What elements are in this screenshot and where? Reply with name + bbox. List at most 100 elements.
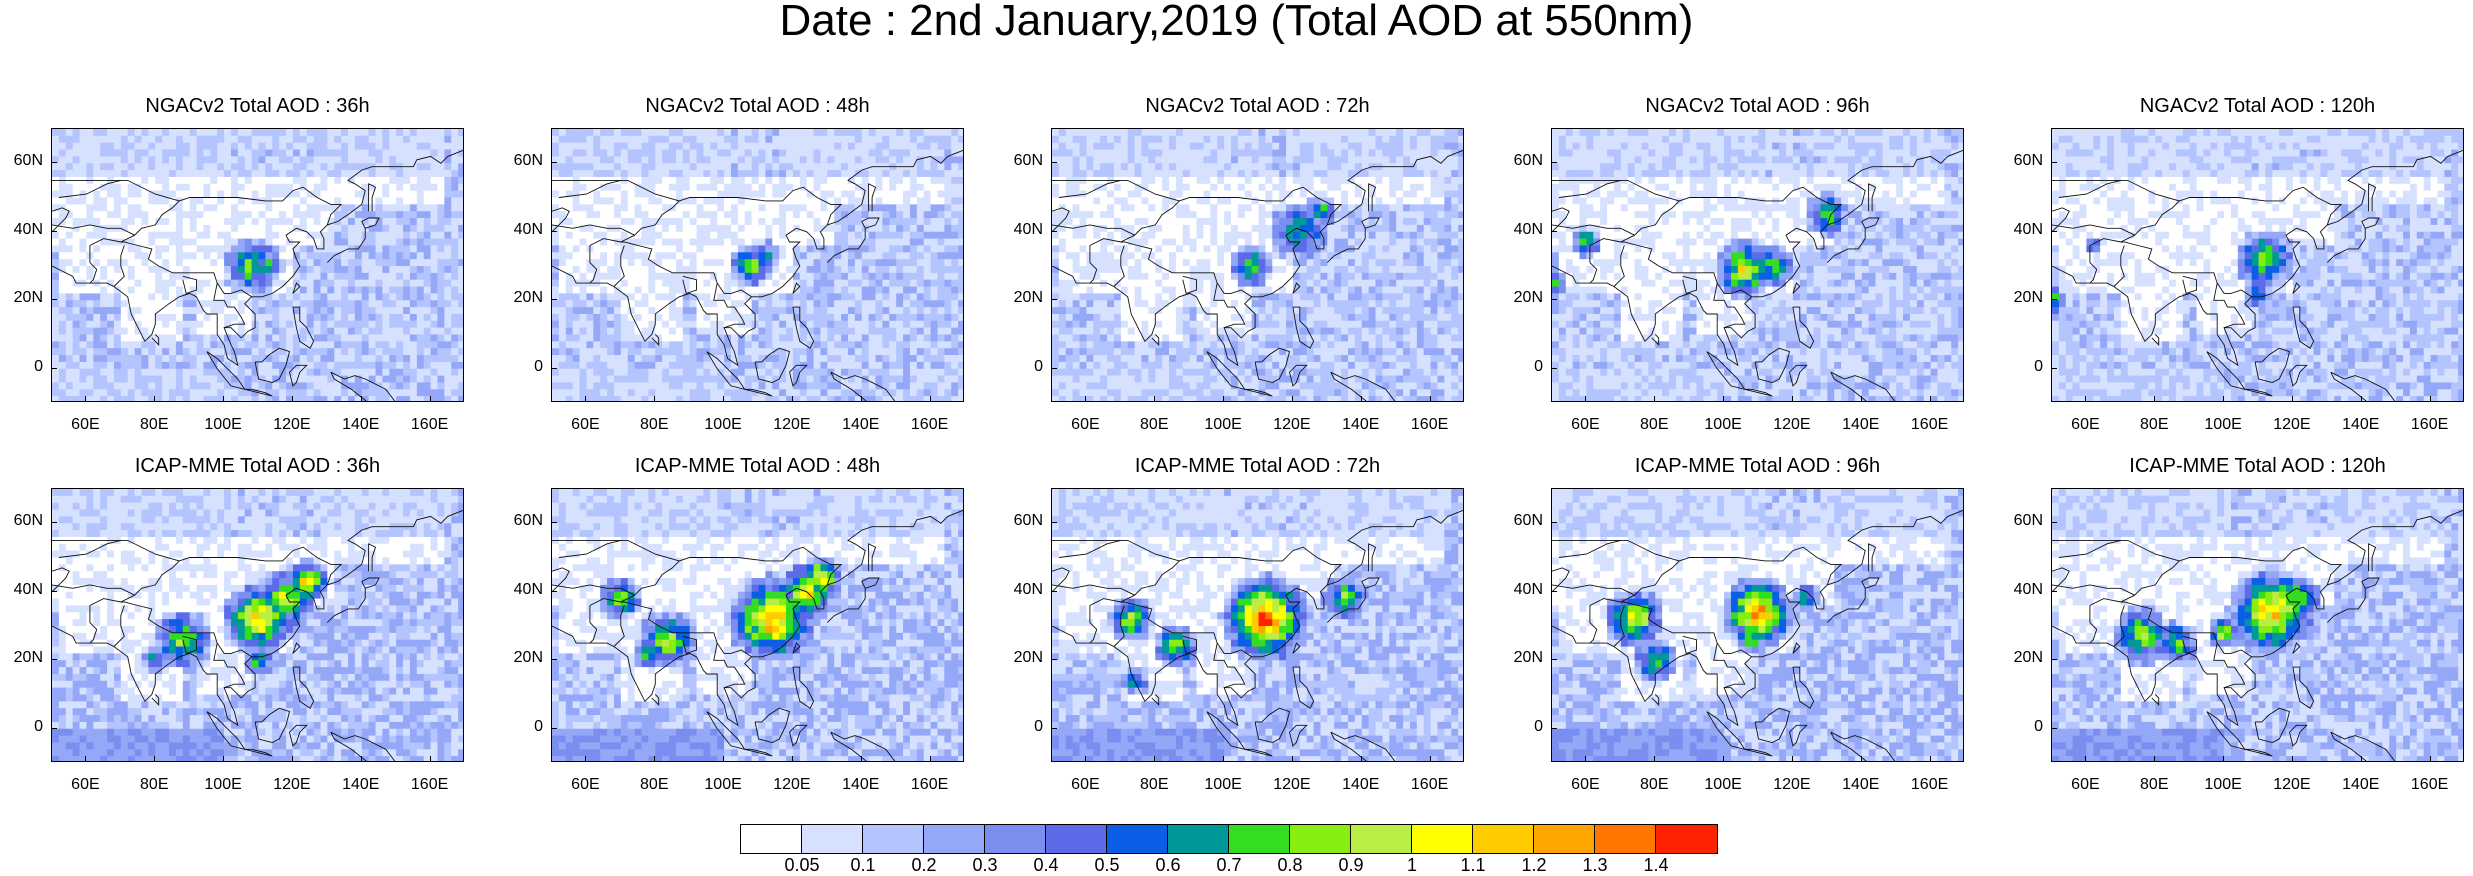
y-tick-label: 40N xyxy=(1014,221,1043,239)
y-tick-label: 60N xyxy=(1514,152,1543,170)
aod-field xyxy=(52,129,464,402)
y-tick-mark xyxy=(1551,231,1557,232)
x-tick-mark xyxy=(2430,756,2431,762)
x-tick-label: 160E xyxy=(1910,776,1950,794)
x-tick-mark xyxy=(861,756,862,762)
y-tick-mark xyxy=(1051,299,1057,300)
x-tick-label: 60E xyxy=(565,416,605,434)
colorbar-swatch xyxy=(1412,825,1473,853)
x-tick-mark xyxy=(85,756,86,762)
y-tick-mark xyxy=(51,591,57,592)
panel-title: ICAP-MME Total AOD : 120h xyxy=(2051,455,2464,478)
x-tick-label: 60E xyxy=(65,776,105,794)
x-tick-label: 140E xyxy=(2341,416,2381,434)
aod-field xyxy=(552,489,964,762)
x-tick-mark xyxy=(1292,756,1293,762)
x-tick-mark xyxy=(430,396,431,402)
y-tick-label: 40N xyxy=(1514,221,1543,239)
x-tick-mark xyxy=(585,756,586,762)
colorbar-swatch xyxy=(863,825,924,853)
x-tick-label: 120E xyxy=(772,776,812,794)
y-tick-label: 20N xyxy=(1014,649,1043,667)
x-tick-label: 140E xyxy=(2341,776,2381,794)
panel-title: ICAP-MME Total AOD : 72h xyxy=(1051,455,1464,478)
panel-title: ICAP-MME Total AOD : 36h xyxy=(51,455,464,478)
x-tick-label: 60E xyxy=(1065,416,1105,434)
aod-map xyxy=(2051,128,2464,402)
panel-title: ICAP-MME Total AOD : 96h xyxy=(1551,455,1964,478)
aod-map xyxy=(1551,488,1964,762)
x-tick-label: 160E xyxy=(2410,416,2450,434)
x-tick-mark xyxy=(2085,396,2086,402)
x-tick-mark xyxy=(1585,396,1586,402)
x-tick-label: 140E xyxy=(1341,776,1381,794)
y-tick-label: 60N xyxy=(2014,152,2043,170)
y-tick-label: 0 xyxy=(1534,718,1543,736)
x-tick-mark xyxy=(154,756,155,762)
x-tick-mark xyxy=(1154,756,1155,762)
aod-field xyxy=(2052,129,2464,402)
y-tick-label: 40N xyxy=(2014,581,2043,599)
x-tick-label: 100E xyxy=(1203,776,1243,794)
x-tick-mark xyxy=(2223,396,2224,402)
x-tick-mark xyxy=(1430,756,1431,762)
x-tick-mark xyxy=(861,396,862,402)
y-tick-mark xyxy=(51,368,57,369)
aod-map xyxy=(1551,128,1964,402)
y-tick-label: 60N xyxy=(1014,512,1043,530)
y-tick-mark xyxy=(1051,162,1057,163)
aod-field xyxy=(2052,489,2464,762)
x-tick-mark xyxy=(1654,756,1655,762)
x-tick-mark xyxy=(2154,396,2155,402)
x-tick-label: 80E xyxy=(2134,416,2174,434)
x-tick-label: 140E xyxy=(841,776,881,794)
x-tick-label: 80E xyxy=(1634,416,1674,434)
y-tick-mark xyxy=(1551,162,1557,163)
y-tick-mark xyxy=(2051,522,2057,523)
y-tick-label: 20N xyxy=(514,649,543,667)
y-tick-label: 20N xyxy=(1514,289,1543,307)
colorbar-swatch xyxy=(1351,825,1412,853)
x-tick-mark xyxy=(930,396,931,402)
colorbar-swatch xyxy=(1656,825,1717,853)
x-tick-mark xyxy=(292,396,293,402)
colorbar-swatch xyxy=(1229,825,1290,853)
x-tick-label: 100E xyxy=(203,416,243,434)
x-tick-mark xyxy=(223,396,224,402)
x-tick-label: 140E xyxy=(1841,416,1881,434)
y-tick-label: 0 xyxy=(1534,358,1543,376)
y-tick-mark xyxy=(2051,591,2057,592)
y-tick-mark xyxy=(51,231,57,232)
x-tick-label: 80E xyxy=(134,416,174,434)
x-tick-label: 140E xyxy=(341,416,381,434)
y-tick-mark xyxy=(1551,659,1557,660)
x-tick-mark xyxy=(1361,396,1362,402)
colorbar-label: 0.1 xyxy=(838,855,888,876)
colorbar-label: 0.05 xyxy=(777,855,827,876)
aod-map xyxy=(1051,128,1464,402)
x-tick-label: 80E xyxy=(134,776,174,794)
x-tick-label: 120E xyxy=(1772,776,1812,794)
y-tick-label: 20N xyxy=(2014,649,2043,667)
colorbar-swatch xyxy=(1473,825,1534,853)
x-tick-mark xyxy=(654,756,655,762)
x-tick-mark xyxy=(1930,756,1931,762)
x-tick-mark xyxy=(223,756,224,762)
y-tick-label: 20N xyxy=(2014,289,2043,307)
colorbar-label: 0.4 xyxy=(1021,855,1071,876)
x-tick-label: 80E xyxy=(1634,776,1674,794)
y-tick-label: 40N xyxy=(1514,581,1543,599)
x-tick-mark xyxy=(792,396,793,402)
y-tick-mark xyxy=(1051,591,1057,592)
y-tick-label: 60N xyxy=(1514,512,1543,530)
y-tick-mark xyxy=(1051,728,1057,729)
x-tick-mark xyxy=(1930,396,1931,402)
x-tick-mark xyxy=(1861,756,1862,762)
x-tick-label: 100E xyxy=(2203,416,2243,434)
y-tick-mark xyxy=(551,591,557,592)
y-tick-label: 40N xyxy=(14,221,43,239)
aod-map xyxy=(51,488,464,762)
colorbar-label: 1 xyxy=(1387,855,1437,876)
